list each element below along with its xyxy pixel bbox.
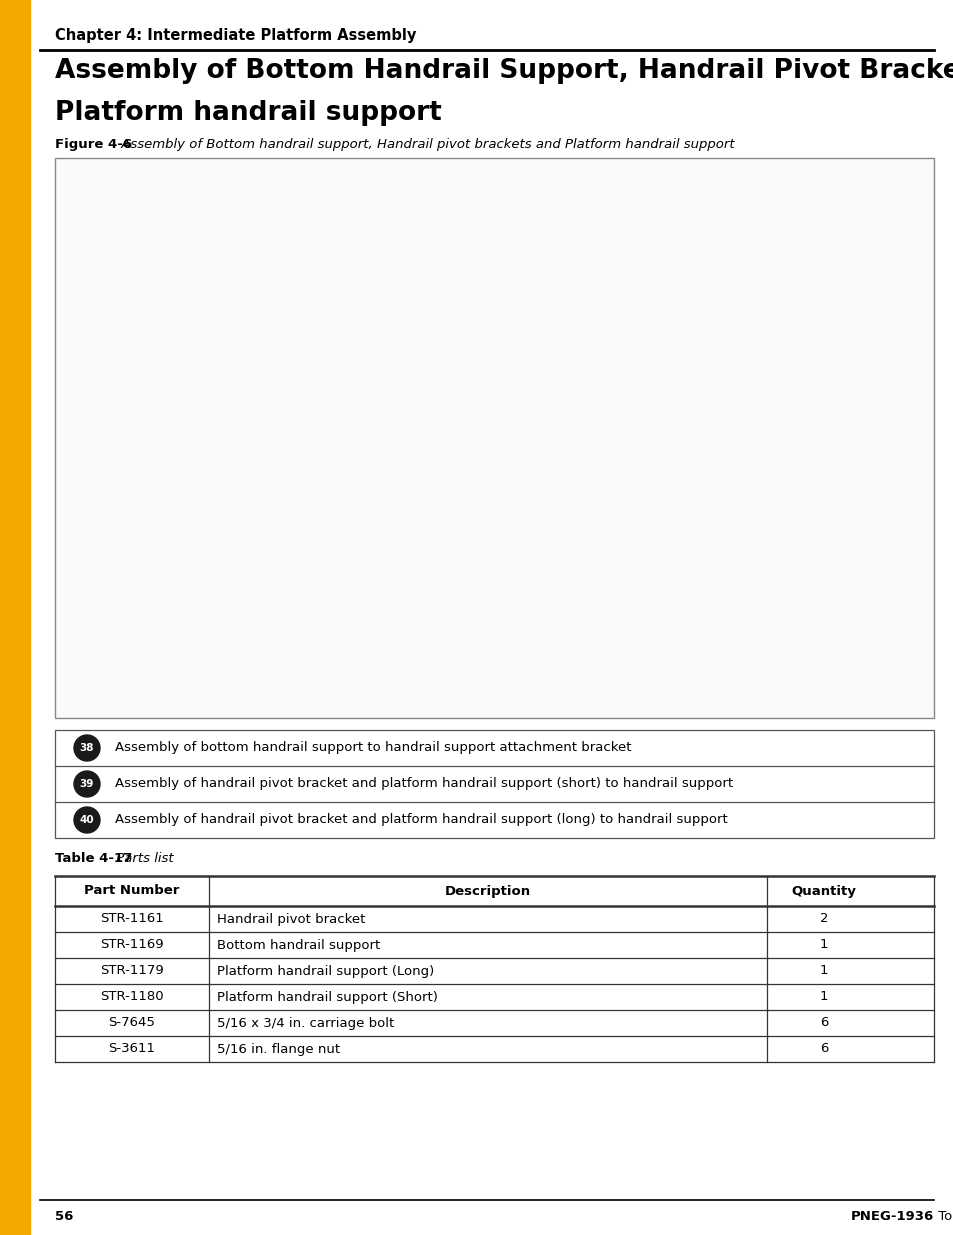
Text: STR-1180: STR-1180	[100, 990, 164, 1004]
Text: Platform handrail support (Short): Platform handrail support (Short)	[216, 990, 437, 1004]
Text: Bottom handrail support: Bottom handrail support	[216, 939, 379, 951]
Text: Chapter 4: Intermediate Platform Assembly: Chapter 4: Intermediate Platform Assembl…	[55, 28, 416, 43]
Bar	[55, 158, 933, 718]
Text: STR-1169: STR-1169	[100, 939, 164, 951]
Text: 38: 38	[80, 743, 94, 753]
Text: Assembly of handrail pivot bracket and platform handrail support (short) to hand: Assembly of handrail pivot bracket and p…	[115, 778, 732, 790]
Text: PNEG-1936: PNEG-1936	[850, 1210, 933, 1223]
Text: Platform handrail support (Long): Platform handrail support (Long)	[216, 965, 434, 977]
Text: Assembly of Bottom Handrail Support, Handrail Pivot Brackets and: Assembly of Bottom Handrail Support, Han…	[55, 58, 953, 84]
Text: 5/16 x 3/4 in. carriage bolt: 5/16 x 3/4 in. carriage bolt	[216, 1016, 394, 1030]
Text: Table 4-17: Table 4-17	[55, 852, 132, 864]
Text: Handrail pivot bracket: Handrail pivot bracket	[216, 913, 365, 925]
Text: Assembly of Bottom handrail support, Handrail pivot brackets and Platform handra: Assembly of Bottom handrail support, Han…	[117, 138, 734, 151]
Text: S-3611: S-3611	[109, 1042, 155, 1056]
Text: 1: 1	[819, 939, 827, 951]
Text: Platform handrail support: Platform handrail support	[55, 100, 441, 126]
Circle shape	[74, 771, 100, 797]
Text: Top Dryer: Top Dryer	[933, 1210, 953, 1223]
Text: 40: 40	[80, 815, 94, 825]
Circle shape	[74, 806, 100, 832]
Text: Part Number: Part Number	[84, 884, 179, 898]
Bar	[55, 730, 933, 839]
Text: 6: 6	[819, 1042, 827, 1056]
Text: Parts list: Parts list	[112, 852, 173, 864]
Text: 39: 39	[80, 779, 94, 789]
Text: Figure 4-6: Figure 4-6	[55, 138, 132, 151]
Text: S-7645: S-7645	[109, 1016, 155, 1030]
Text: 2: 2	[819, 913, 827, 925]
Bar	[0, 0, 30, 1235]
Text: STR-1179: STR-1179	[100, 965, 164, 977]
Text: 5/16 in. flange nut: 5/16 in. flange nut	[216, 1042, 339, 1056]
Text: Description: Description	[444, 884, 531, 898]
Text: 1: 1	[819, 965, 827, 977]
Text: 1: 1	[819, 990, 827, 1004]
Text: Quantity: Quantity	[791, 884, 856, 898]
Text: STR-1161: STR-1161	[100, 913, 164, 925]
Circle shape	[74, 735, 100, 761]
Text: Assembly of bottom handrail support to handrail support attachment bracket: Assembly of bottom handrail support to h…	[115, 741, 631, 755]
Text: 56: 56	[55, 1210, 73, 1223]
Text: Assembly of handrail pivot bracket and platform handrail support (long) to handr: Assembly of handrail pivot bracket and p…	[115, 814, 727, 826]
Text: 6: 6	[819, 1016, 827, 1030]
